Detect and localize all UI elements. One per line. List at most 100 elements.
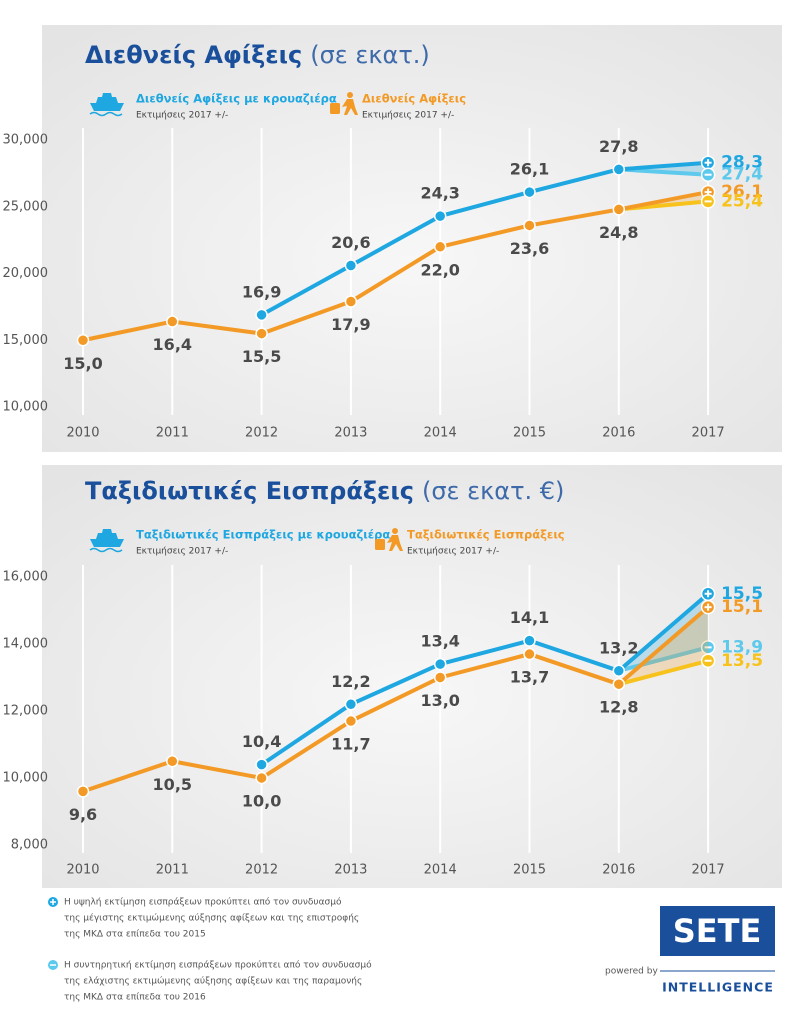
logo-name: SETE	[673, 912, 762, 950]
x-tick-label: 2014	[424, 426, 457, 441]
x-tick-label: 2012	[245, 426, 278, 441]
x-tick-label: 2017	[692, 863, 725, 878]
data-label: 27,8	[599, 137, 638, 156]
y-tick-label: 15,000	[3, 333, 49, 348]
title-main: Διεθνείς Αφίξεις	[85, 41, 302, 69]
data-point	[344, 295, 358, 308]
x-tick-label: 2015	[513, 426, 546, 441]
x-tick-label: 2012	[245, 863, 278, 878]
data-point	[166, 315, 179, 328]
legend-note: Εκτιμήσεις 2017 +/-	[136, 111, 228, 121]
suitcase-icon	[375, 539, 385, 550]
data-label: 12,2	[331, 672, 370, 691]
estimate-high-line	[618, 160, 709, 172]
data-label: 23,6	[510, 239, 549, 258]
x-tick-label: 2017	[692, 426, 725, 441]
footnote-text: Η συντηρητική εκτίμηση εισπράξεων προκύπ…	[64, 960, 372, 971]
data-point	[255, 308, 268, 322]
data-label: 15,5	[242, 347, 281, 366]
legend-label: Ταξιδιωτικές Εισπράξεις	[407, 528, 565, 542]
data-label: 26,1	[510, 160, 549, 179]
estimate-label: 25,4	[721, 191, 763, 211]
estimate-label: 13,9	[721, 637, 763, 657]
data-point	[523, 634, 536, 647]
data-label: 10,4	[242, 732, 281, 751]
ship-icon	[90, 529, 124, 547]
data-label: 20,6	[331, 233, 370, 252]
chart-title: Ταξιδιωτικές Εισπράξεις (σε εκατ. €)	[85, 477, 564, 505]
data-point	[344, 698, 358, 711]
legend-note: Εκτιμήσεις 2017 +/-	[362, 111, 454, 121]
data-label: 24,8	[599, 223, 638, 242]
footnote-text: της ελάχιστης εκτιμώμενης αύξησης αφίξεω…	[64, 976, 362, 987]
data-label: 13,2	[599, 638, 638, 657]
legend-note: Εκτιμήσεις 2017 +/-	[136, 547, 228, 557]
data-point	[344, 714, 358, 728]
footnote-text: της ΜΚΔ στα επίπεδα του 2016	[64, 993, 206, 1003]
data-label: 22,0	[420, 260, 459, 279]
data-point	[612, 664, 626, 678]
data-point	[523, 219, 536, 232]
footnote-text: της μέγιστης εκτιμώμενης αύξησης αφίξεων…	[64, 913, 359, 924]
data-label: 15,0	[63, 354, 102, 373]
title-unit: (σε εκατ.)	[310, 41, 430, 69]
estimate-high-line	[617, 592, 710, 673]
data-label: 10,5	[153, 775, 192, 794]
data-label: 16,4	[153, 335, 192, 354]
footnote-text: Η υψηλή εκτίμηση εισπράξεων προκύπτει απ…	[64, 897, 342, 908]
y-tick-label: 12,000	[3, 704, 49, 719]
y-tick-label: 20,000	[3, 266, 49, 281]
data-label: 13,7	[510, 668, 549, 687]
estimate-high-line	[617, 605, 710, 686]
data-point	[523, 185, 536, 199]
y-tick-label: 8,000	[11, 838, 48, 853]
data-point	[433, 240, 447, 254]
wave-icon	[89, 111, 123, 117]
y-tick-label: 10,000	[3, 771, 49, 786]
x-tick-label: 2011	[156, 863, 189, 878]
data-point	[612, 163, 626, 176]
estimate-label: 13,5	[721, 651, 763, 671]
data-point	[255, 758, 268, 771]
estimate-label: 27,4	[721, 165, 763, 185]
estimate-label: 15,5	[721, 584, 763, 604]
person-head	[392, 528, 398, 534]
x-tick-label: 2016	[602, 863, 635, 878]
estimate-low-line	[618, 645, 709, 673]
footnote-text: της ΜΚΔ στα επίπεδα του 2015	[64, 930, 206, 940]
title-main: Ταξιδιωτικές Εισπράξεις	[85, 477, 414, 505]
estimate-label: 26,1	[721, 182, 763, 202]
legend-note: Εκτιμήσεις 2017 +/-	[407, 547, 499, 557]
x-tick-label: 2013	[334, 863, 367, 878]
x-tick-label: 2016	[602, 426, 635, 441]
y-tick-label: 25,000	[3, 199, 49, 214]
x-tick-label: 2015	[513, 863, 546, 878]
data-label: 24,3	[420, 184, 459, 203]
title-unit: (σε εκατ. €)	[422, 477, 564, 505]
ship-icon	[90, 93, 124, 111]
y-tick-label: 30,000	[3, 133, 49, 148]
person-body	[387, 535, 403, 551]
estimate-label: 15,1	[721, 597, 763, 617]
data-label: 10,0	[242, 792, 281, 811]
data-point	[612, 203, 626, 216]
data-label: 17,9	[331, 315, 370, 334]
suitcase-icon	[330, 103, 340, 114]
data-point	[76, 785, 90, 798]
data-point	[523, 647, 536, 661]
person-head	[347, 92, 353, 98]
legend-label: Διεθνείς Αφίξεις με κρουαζιέρα	[136, 92, 337, 106]
data-point	[612, 677, 626, 691]
y-tick-label: 14,000	[3, 637, 49, 652]
x-tick-label: 2010	[66, 863, 99, 878]
data-label: 9,6	[69, 805, 97, 824]
y-tick-label: 10,000	[3, 400, 49, 415]
legend-label: Διεθνείς Αφίξεις	[362, 92, 466, 106]
chart-panel	[42, 25, 782, 452]
logo-unit: INTELLIGENCE	[662, 980, 774, 995]
data-label: 13,4	[420, 632, 459, 651]
x-tick-label: 2013	[334, 426, 367, 441]
chart-title: Διεθνείς Αφίξεις (σε εκατ.)	[85, 41, 430, 69]
data-label: 12,8	[599, 698, 638, 717]
